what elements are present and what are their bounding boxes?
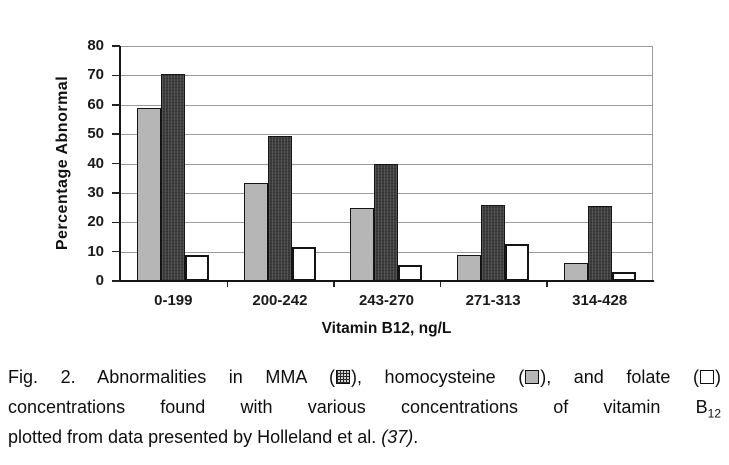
bar-group-0-199: [120, 46, 227, 281]
caption-line-1: Fig. 2. Abnormalities in MMA ( ), homocys…: [8, 362, 721, 392]
caption-text: ): [715, 367, 721, 387]
bar-folate-200-242: [291, 247, 316, 281]
bar-group-200-242: [227, 46, 334, 281]
grid-line: [120, 46, 653, 47]
y-tick-mark: [112, 250, 120, 253]
x-tick-label: 271-313: [465, 292, 521, 309]
x-tick-mark: [226, 282, 229, 287]
b12-subscript: 12: [707, 406, 721, 421]
x-tick-label: 243-270: [358, 292, 415, 309]
y-tick-label: 0: [95, 272, 104, 289]
x-axis-title: Vitamin B12, ng/L: [321, 320, 452, 337]
y-tick-label: 60: [87, 95, 104, 113]
bar-MMA-243-270: [374, 163, 399, 281]
bar-homocysteine-0-199: [137, 107, 162, 281]
caption-text: concentrations found with various concen…: [8, 397, 708, 417]
grid-line: [120, 75, 653, 77]
y-tick-label: 30: [87, 183, 104, 201]
caption-text: .: [413, 427, 419, 447]
bar-homocysteine-271-313: [457, 254, 482, 281]
folate-legend-swatch-icon: [700, 370, 714, 384]
homocysteine-legend-swatch-icon: [525, 370, 540, 384]
bar-folate-243-270: [398, 264, 423, 281]
grid-line: [120, 104, 653, 106]
y-tick-mark: [112, 133, 120, 135]
plot-area: [119, 46, 654, 282]
bar-homocysteine-200-242: [243, 182, 268, 281]
y-tick-mark: [112, 221, 120, 223]
y-axis-line: [119, 46, 121, 281]
caption-text: Fig. 2. Abnormalities in MMA (: [8, 367, 335, 387]
caption-text: ), homocysteine (: [350, 367, 525, 387]
caption-line-3: plotted from data presented by Holleland…: [8, 422, 721, 452]
reference-number: (37): [381, 427, 414, 447]
caption-text: ), and folate (: [540, 367, 699, 387]
grid-line: [120, 134, 653, 136]
y-tick-mark: [112, 192, 120, 194]
y-tick-mark: [112, 74, 120, 77]
x-tick-label: 314-428: [572, 292, 628, 309]
y-tick-mark: [112, 104, 120, 106]
y-tick-label: 10: [87, 242, 104, 260]
bar-MMA-200-242: [267, 135, 292, 281]
y-tick-mark: [112, 45, 120, 47]
x-tick-mark: [333, 282, 335, 287]
y-tick-mark: [112, 280, 120, 282]
x-tick-label: 200-242: [252, 292, 308, 309]
bar-homocysteine-314-428: [563, 263, 588, 281]
x-tick-mark: [546, 282, 548, 287]
y-tick-mark: [112, 162, 120, 165]
caption-line-2: concentrations found with various concen…: [8, 392, 721, 422]
bar-folate-271-313: [505, 244, 530, 281]
bar-homocysteine-243-270: [350, 207, 375, 281]
y-tick-label: 20: [87, 213, 104, 231]
bar-chart: Percentage Abnormal Vitamin B12, ng/L 0-…: [54, 37, 654, 337]
bar-MMA-0-199: [161, 73, 186, 281]
x-tick-mark: [439, 282, 442, 287]
bar-folate-0-199: [185, 254, 210, 281]
mma-legend-swatch-icon: [335, 370, 350, 384]
plot-frame-right: [652, 46, 653, 281]
figure-caption: Fig. 2. Abnormalities in MMA ( ), homocys…: [8, 362, 721, 452]
x-axis-line: [119, 280, 654, 282]
y-tick-label: 70: [87, 66, 104, 84]
bar-group-271-313: [440, 46, 547, 281]
bar-group-243-270: [333, 46, 440, 281]
bar-group-314-428: [546, 46, 653, 281]
y-tick-label: 80: [87, 37, 104, 54]
x-tick-label: 0-199: [154, 292, 193, 309]
bar-MMA-314-428: [587, 206, 612, 281]
y-tick-label: 40: [87, 154, 104, 172]
bar-MMA-271-313: [481, 204, 506, 281]
y-tick-label: 50: [87, 125, 104, 143]
caption-text: plotted from data presented by Holleland…: [8, 427, 382, 447]
